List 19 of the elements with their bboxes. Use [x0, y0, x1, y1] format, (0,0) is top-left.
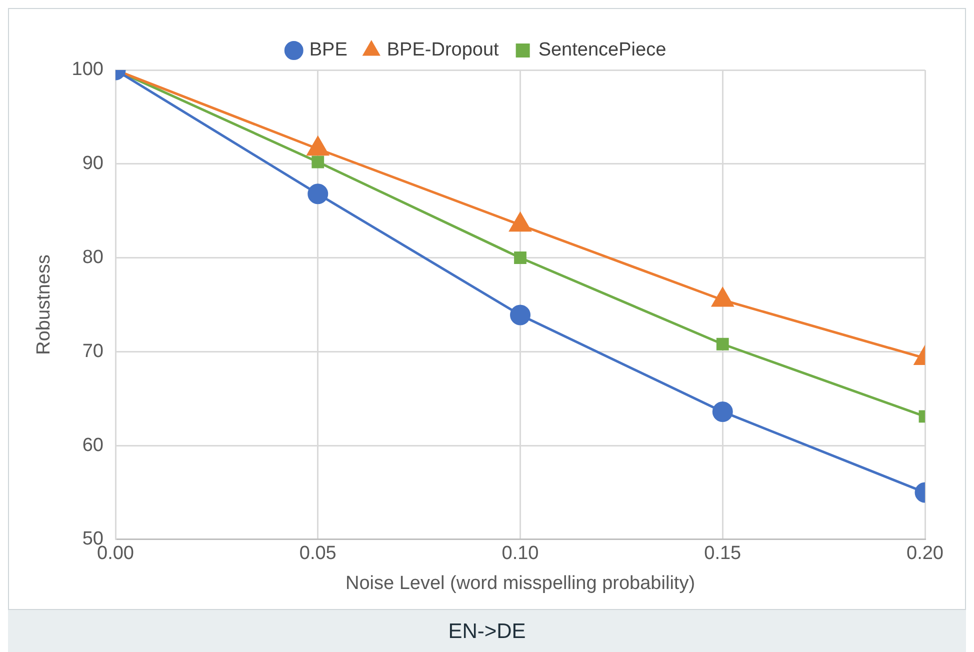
legend-label: BPE-Dropout: [386, 40, 500, 61]
point: [308, 184, 328, 204]
legend-label: SentencePiece: [538, 40, 666, 61]
y-axis-title: Robustness: [34, 254, 55, 355]
y-tick-label: 70: [82, 340, 104, 362]
x-tick-label: 0.05: [299, 543, 336, 564]
y-tick-label: 60: [82, 434, 104, 456]
y-tick-label: 80: [82, 246, 104, 268]
y-tick-label: 90: [82, 153, 104, 174]
text: EN->DE: [447, 620, 527, 644]
y-tick-label: 100: [72, 59, 104, 80]
point: [312, 156, 324, 168]
x-tick-label: 0.10: [502, 543, 539, 564]
point: [510, 304, 530, 326]
x-tick-label: 0.20: [906, 543, 944, 564]
legend-label: BPE: [309, 40, 348, 61]
x-axis-title: Noise Level (word misspelling probability): [345, 572, 696, 594]
point: [514, 252, 526, 264]
x-tick-label: 0.15: [704, 543, 742, 564]
